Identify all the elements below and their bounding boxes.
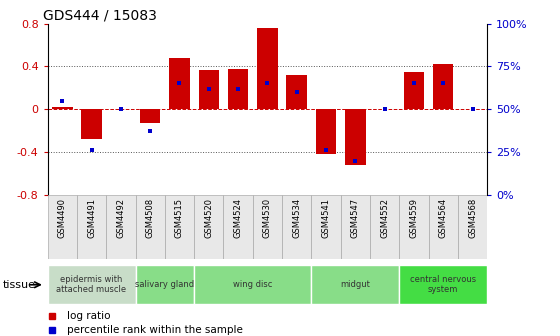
Bar	[433, 64, 454, 109]
Text: GSM4492: GSM4492	[116, 198, 125, 238]
Bar	[287, 75, 307, 109]
Text: GSM4490: GSM4490	[58, 198, 67, 238]
Bar	[136, 265, 194, 304]
Bar	[77, 195, 106, 259]
Bar	[165, 195, 194, 259]
Text: midgut: midgut	[340, 280, 370, 289]
Text: percentile rank within the sample: percentile rank within the sample	[67, 325, 243, 335]
Text: central nervous
system: central nervous system	[410, 275, 477, 294]
Bar	[81, 109, 102, 139]
Bar	[257, 28, 278, 109]
Bar	[311, 195, 340, 259]
Bar	[370, 195, 399, 259]
Text: GSM4524: GSM4524	[234, 198, 242, 238]
Bar	[340, 195, 370, 259]
Bar	[404, 72, 424, 109]
Text: GSM4534: GSM4534	[292, 198, 301, 238]
Text: GSM4515: GSM4515	[175, 198, 184, 238]
Bar	[52, 107, 72, 109]
Bar	[169, 58, 190, 109]
Text: GSM4564: GSM4564	[438, 198, 448, 238]
Bar	[282, 195, 311, 259]
Text: salivary gland: salivary gland	[136, 280, 194, 289]
Bar	[106, 195, 136, 259]
Text: GSM4508: GSM4508	[146, 198, 155, 238]
Bar	[228, 69, 248, 109]
Bar	[316, 109, 336, 154]
Bar	[399, 265, 487, 304]
Text: tissue: tissue	[3, 280, 36, 290]
Text: GSM4491: GSM4491	[87, 198, 96, 238]
Bar	[48, 265, 136, 304]
Bar	[199, 70, 219, 109]
Text: GSM4552: GSM4552	[380, 198, 389, 238]
Bar	[223, 195, 253, 259]
Bar	[140, 109, 160, 123]
Bar	[48, 195, 77, 259]
Text: GSM4520: GSM4520	[204, 198, 213, 238]
Text: epidermis with
attached muscle: epidermis with attached muscle	[57, 275, 127, 294]
Text: GSM4541: GSM4541	[321, 198, 330, 238]
Bar	[458, 195, 487, 259]
Bar	[253, 195, 282, 259]
Bar	[311, 265, 399, 304]
Bar	[399, 195, 428, 259]
Text: GSM4530: GSM4530	[263, 198, 272, 238]
Bar	[194, 195, 223, 259]
Text: wing disc: wing disc	[233, 280, 272, 289]
Text: GSM4568: GSM4568	[468, 198, 477, 238]
Bar	[428, 195, 458, 259]
Bar	[136, 195, 165, 259]
Text: GSM4559: GSM4559	[409, 198, 418, 238]
Text: log ratio: log ratio	[67, 311, 111, 321]
Text: GSM4547: GSM4547	[351, 198, 360, 238]
Bar	[345, 109, 366, 165]
Text: GDS444 / 15083: GDS444 / 15083	[43, 8, 157, 23]
Bar	[194, 265, 311, 304]
